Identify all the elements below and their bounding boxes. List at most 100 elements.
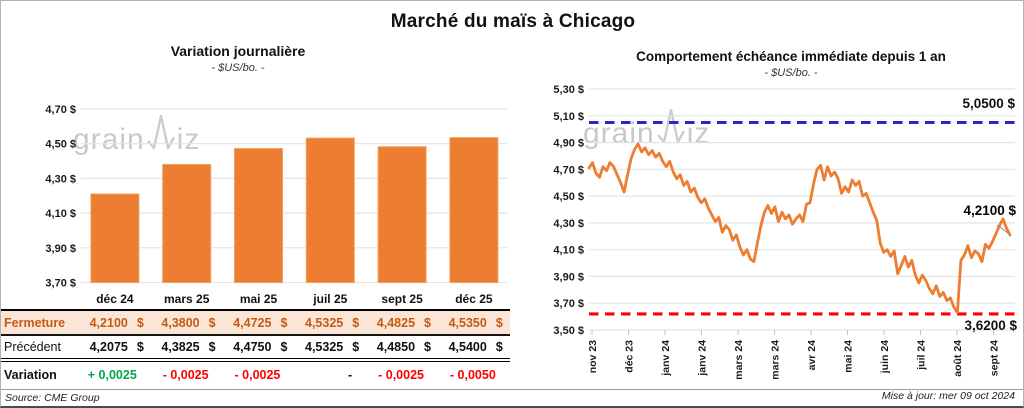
- x-tick-label: mars 24: [770, 340, 782, 380]
- resistance-level-label: 5,0500 $: [962, 96, 1015, 111]
- price-value: 4,4750: [233, 340, 272, 354]
- x-tick-label: mars 24: [733, 340, 745, 380]
- y-tick-label: 5,30 $: [553, 84, 584, 96]
- price-value: 4,3800: [161, 315, 200, 330]
- last-price-label: 4,2100 $: [963, 203, 1016, 218]
- price-value: 4,2100: [89, 315, 128, 330]
- x-tick-label: janv 24: [697, 340, 709, 377]
- table-cell: - 0,0050: [449, 368, 496, 382]
- y-tick-label: 3,90 $: [553, 271, 584, 283]
- price-value: 4,3825: [161, 340, 200, 354]
- bar-chart-header: Variation journalière - $US/bo. -: [1, 43, 475, 75]
- y-tick-label: 4,30 $: [45, 173, 76, 185]
- grainwiz-zigzag-icon: [656, 108, 685, 144]
- column-header-déc-24: déc 24: [96, 291, 134, 306]
- column-header-mai-25: mai 25: [239, 291, 278, 306]
- currency-symbol: $: [352, 315, 360, 330]
- y-tick-label: 3,50 $: [553, 325, 584, 337]
- support-level-label: 3,6200 $: [964, 318, 1017, 333]
- x-tick-label: nov 23: [587, 340, 599, 373]
- price-value: 4,4850: [376, 340, 416, 354]
- table-cell: 4,2100 $: [79, 316, 151, 330]
- watermark-text-post: iz: [176, 123, 201, 156]
- price-value: 4,5400: [448, 340, 487, 354]
- currency-symbol: $: [495, 340, 503, 354]
- y-tick-label: 5,10 $: [553, 111, 584, 123]
- currency-symbol: $: [136, 340, 144, 354]
- x-tick-label: août 24: [952, 340, 964, 377]
- price-value: 4,5325: [305, 340, 344, 354]
- price-value: 4,5325: [305, 315, 344, 330]
- currency-symbol: $: [280, 340, 288, 354]
- bar-déc 24: [90, 193, 140, 283]
- y-tick-label: 4,70 $: [553, 164, 584, 176]
- line-chart: 5,30 $ 5,10 $ 4,90 $ 4,70 $ 4,50 $ 4,30 $ 4,10…: [553, 84, 1015, 380]
- table-row-précédent: Précédent 4,2075 $ 4,3825 $4,4750 $4,5325 $4,4…: [1, 336, 510, 362]
- table-row-fermeture: Fermeture 4,2100 $4,3800 $4,4725 $4,5325 $4,4…: [1, 311, 510, 336]
- column-header-déc-25: déc 25: [455, 291, 493, 306]
- bar-chart-title: Variation journalière: [170, 43, 306, 59]
- table-cell: 4,5350 $: [438, 316, 510, 330]
- currency-symbol: $: [424, 340, 431, 354]
- bar-chart-units: - $US/bo. -: [211, 61, 265, 74]
- footer-divider: [1, 389, 1023, 390]
- bar-sept 25: [377, 146, 427, 283]
- row-label: Précédent: [4, 340, 61, 354]
- currency-symbol: $: [280, 315, 288, 330]
- y-tick-label: 4,10 $: [45, 208, 76, 220]
- daily-variation-panel: Variation journalière - $US/bo. - grain …: [1, 1, 513, 406]
- x-tick-label: sept 24: [989, 340, 1001, 376]
- table-cell: 4,3800 $: [151, 316, 223, 330]
- bar-mai 25: [234, 148, 283, 283]
- table-cell: + 0,0025: [87, 368, 137, 382]
- bar-déc 25: [449, 137, 499, 283]
- currency-symbol: $: [495, 315, 503, 330]
- x-tick-label: juil 24: [916, 340, 928, 371]
- y-tick-label: 3,70 $: [553, 298, 584, 310]
- table-cell: 4,5400 $: [438, 340, 510, 354]
- y-tick-label: 4,10 $: [553, 245, 584, 257]
- x-tick-label: janv 24: [660, 340, 672, 377]
- x-tick-label: juin 24: [879, 340, 891, 374]
- table-cell: 4,4850 $: [366, 340, 438, 354]
- annotation-leader-line: [996, 224, 1009, 234]
- price-line: [587, 142, 1012, 315]
- price-value: 4,5350: [448, 315, 487, 330]
- table-cell: - 0,0025: [378, 368, 424, 382]
- column-header-mars-25: mars 25: [164, 291, 210, 306]
- bar-chart: 4,70 $ 4,50 $ 4,30 $ 4,10 $ 3,90 $ 3,70 $: [45, 104, 507, 290]
- table-cell: 4,5325 $: [294, 316, 366, 330]
- row-label: Variation: [4, 368, 57, 382]
- table-cell: 4,2075 $: [79, 340, 151, 354]
- price-value: 4,4825: [376, 315, 416, 330]
- table-row-variation: Variation + 0,0025 - 0,0025 - 0,0025 - - 0,00…: [1, 362, 510, 388]
- table-cell: 4,3825 $: [151, 340, 223, 354]
- currency-symbol: $: [352, 340, 360, 354]
- page-title: Marché du maïs à Chicago: [390, 11, 636, 32]
- front-month-panel: Comportement échéance immédiate depuis 1…: [513, 1, 1023, 406]
- update-date-note: Mise à jour: mer 09 oct 2024: [881, 390, 1015, 402]
- table-cell: - 0,0025: [234, 368, 281, 382]
- currency-symbol: $: [208, 340, 216, 354]
- currency-symbol: $: [208, 315, 216, 330]
- grainwiz-zigzag-icon: [146, 114, 175, 150]
- column-header-sept-25: sept 25: [381, 291, 423, 306]
- table-cell: - 0,0025: [162, 368, 209, 382]
- y-tick-label: 4,30 $: [553, 218, 584, 230]
- price-value: 4,4725: [233, 315, 272, 330]
- watermark-text-pre: grain: [73, 123, 145, 156]
- y-tick-label: 4,50 $: [45, 139, 76, 151]
- source-note: Source: CME Group: [5, 392, 100, 404]
- table-cell: -: [348, 368, 353, 382]
- y-tick-label: 4,90 $: [553, 138, 584, 150]
- x-tick-label: déc 23: [624, 340, 636, 373]
- grainwiz-watermark: grain iz: [73, 113, 200, 155]
- watermark-text-post: iz: [686, 117, 711, 150]
- line-chart-header: Comportement échéance immédiate depuis 1…: [557, 49, 1023, 81]
- price-table: déc 24 mars 25 mai 25 juil 25 sept 25 déc 25 F…: [1, 288, 510, 388]
- table-cell: 4,4725 $: [223, 316, 295, 330]
- y-tick-label: 3,90 $: [45, 243, 76, 255]
- y-tick-label: 4,50 $: [553, 191, 584, 203]
- bar-mars 25: [162, 164, 212, 283]
